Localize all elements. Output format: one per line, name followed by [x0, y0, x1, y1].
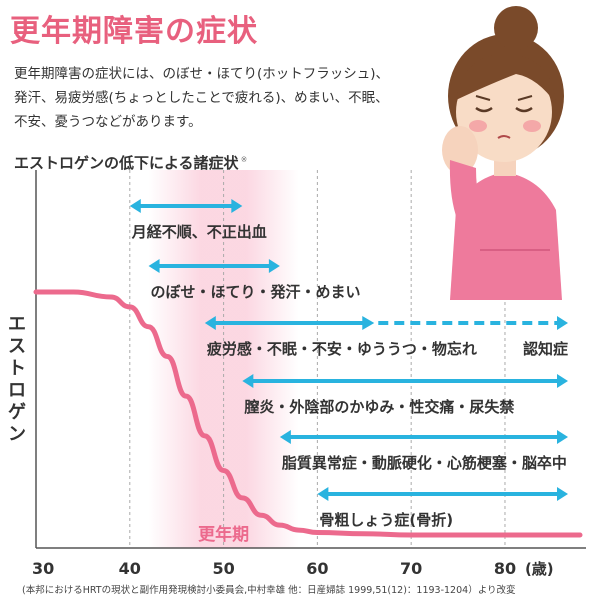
x-tick-label: 40	[119, 559, 141, 578]
page-title: 更年期障害の症状	[10, 14, 258, 49]
symptom-label: 認知症	[523, 340, 568, 358]
footnote-mark: ※	[240, 155, 248, 164]
symptom-label: のぼせ・ほてり・発汗・めまい	[151, 283, 361, 301]
tired-woman-icon	[442, 6, 564, 300]
symptom-label: 骨粗しょう症(骨折)	[319, 511, 453, 529]
y-axis-label-char: ス	[8, 336, 26, 357]
x-tick-label: 60	[306, 559, 328, 578]
symptom-arrow-head-left	[204, 316, 216, 330]
y-axis-label-char: ト	[8, 358, 26, 379]
chart-subtitle: エストロゲンの低下による諸症状 ※	[14, 152, 247, 173]
symptom-arrow-head-right	[231, 199, 243, 213]
symptom-arrow-head-right	[557, 316, 568, 330]
x-tick-label: 70	[400, 559, 422, 578]
symptom-label: 脂質異常症・動脈硬化・心筋梗塞・脳卒中	[282, 454, 567, 472]
symptom-label: 疲労感・不眠・不安・ゆううつ・物忘れ	[207, 340, 477, 358]
symptom-arrow-head-right	[557, 374, 568, 388]
symptom-arrow-head-left	[129, 199, 141, 213]
source-note: (本邦におけるHRTの現状と副作用発現検討小委員会,中村幸雄 他：日産婦誌 19…	[22, 585, 516, 596]
symptom-label: 月経不順、不正出血	[131, 223, 267, 241]
estrogen-curve	[33, 289, 583, 538]
symptom-arrow-head-left	[148, 259, 160, 273]
menopause-label: 更年期	[198, 524, 249, 545]
symptom-arrow-head-left	[317, 487, 329, 501]
symptom-arrow-head-left	[279, 430, 291, 444]
x-tick-label: 50	[212, 559, 234, 578]
symptom-label: 膣炎・外陰部のかゆみ・性交痛・尿失禁	[244, 398, 514, 416]
y-axis-label-char: ン	[8, 424, 26, 445]
symptom-arrow-head-right	[268, 259, 280, 273]
y-axis-label-char: エ	[8, 314, 26, 335]
symptom-arrow-head-right	[557, 430, 568, 444]
x-tick-label: 80	[494, 559, 516, 578]
intro-line: 発汗、易疲労感(ちょっとしたことで疲れる)、めまい、不眠、	[14, 90, 389, 106]
x-unit-label: (歳)	[525, 560, 554, 578]
intro-line: 不安、憂うつなどがあります。	[14, 114, 202, 130]
y-axis-label-char: ゲ	[8, 401, 26, 423]
symptom-arrow-head-left	[242, 374, 254, 388]
intro-text: 更年期障害の症状には、のぼせ・ほてり(ホットフラッシュ)、 発汗、易疲労感(ちょ…	[14, 62, 444, 134]
x-tick-label: 30	[32, 559, 54, 578]
symptom-arrow-head-mid	[362, 316, 375, 330]
y-axis-label-char: ロ	[8, 380, 26, 401]
symptom-arrow-head-right	[557, 487, 568, 501]
chart-subtitle-text: エストロゲンの低下による諸症状	[14, 154, 239, 172]
intro-line: 更年期障害の症状には、のぼせ・ほてり(ホットフラッシュ)、	[14, 66, 390, 82]
